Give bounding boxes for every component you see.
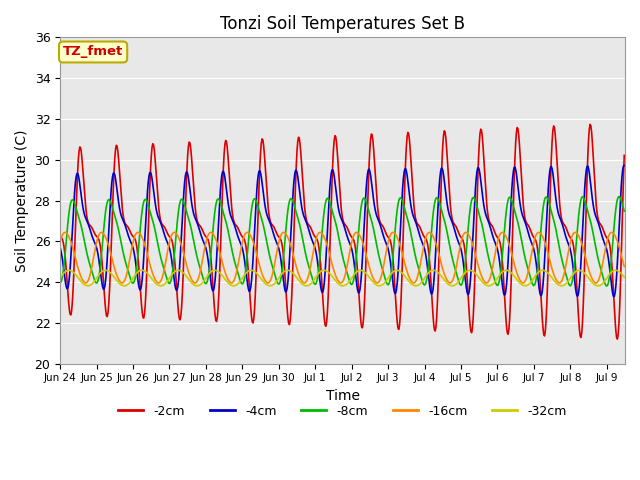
-32cm <box>320 267 328 273</box>
Text: TZ_fmet: TZ_fmet <box>63 46 124 59</box>
-16cm <box>476 269 484 275</box>
-4cm <box>56 245 64 251</box>
-8cm <box>59 274 67 279</box>
-16cm <box>59 232 67 238</box>
-16cm <box>82 280 90 286</box>
-4cm <box>135 285 143 290</box>
-4cm <box>620 163 628 168</box>
Line: -16cm: -16cm <box>60 232 624 283</box>
-4cm <box>461 273 468 278</box>
-2cm <box>475 157 483 163</box>
-4cm <box>475 165 483 170</box>
-8cm <box>56 280 64 286</box>
-32cm <box>620 274 628 280</box>
-32cm <box>59 272 67 278</box>
-16cm <box>298 279 306 285</box>
-8cm <box>603 283 611 289</box>
Title: Tonzi Soil Temperatures Set B: Tonzi Soil Temperatures Set B <box>220 15 465 33</box>
-2cm <box>614 336 621 342</box>
-16cm <box>320 233 328 239</box>
Legend: -2cm, -4cm, -8cm, -16cm, -32cm: -2cm, -4cm, -8cm, -16cm, -32cm <box>113 400 572 423</box>
-32cm <box>463 269 470 275</box>
-16cm <box>137 232 145 238</box>
Y-axis label: Soil Temperature (C): Soil Temperature (C) <box>15 129 29 272</box>
-2cm <box>620 153 628 158</box>
-16cm <box>56 239 64 245</box>
-16cm <box>620 264 628 269</box>
-8cm <box>135 239 143 244</box>
-2cm <box>56 233 64 239</box>
-2cm <box>586 121 594 127</box>
-4cm <box>297 198 305 204</box>
-32cm <box>56 275 64 281</box>
-8cm <box>475 209 483 215</box>
-32cm <box>476 276 484 282</box>
-8cm <box>620 208 628 214</box>
-32cm <box>137 267 145 273</box>
-32cm <box>65 267 73 273</box>
-2cm <box>297 150 305 156</box>
-16cm <box>61 229 68 235</box>
Line: -4cm: -4cm <box>60 166 624 297</box>
-2cm <box>59 237 67 242</box>
-8cm <box>615 193 623 199</box>
-8cm <box>297 227 305 233</box>
Line: -32cm: -32cm <box>60 270 624 286</box>
-32cm <box>298 281 306 287</box>
-4cm <box>59 257 67 263</box>
X-axis label: Time: Time <box>326 389 360 403</box>
-4cm <box>318 289 326 295</box>
-4cm <box>610 294 618 300</box>
Line: -8cm: -8cm <box>60 196 624 286</box>
-2cm <box>135 268 143 274</box>
-8cm <box>318 229 326 235</box>
-16cm <box>463 229 470 235</box>
-2cm <box>461 247 468 252</box>
-8cm <box>461 264 468 270</box>
Line: -2cm: -2cm <box>60 124 624 339</box>
-32cm <box>84 283 92 288</box>
-2cm <box>318 284 326 289</box>
